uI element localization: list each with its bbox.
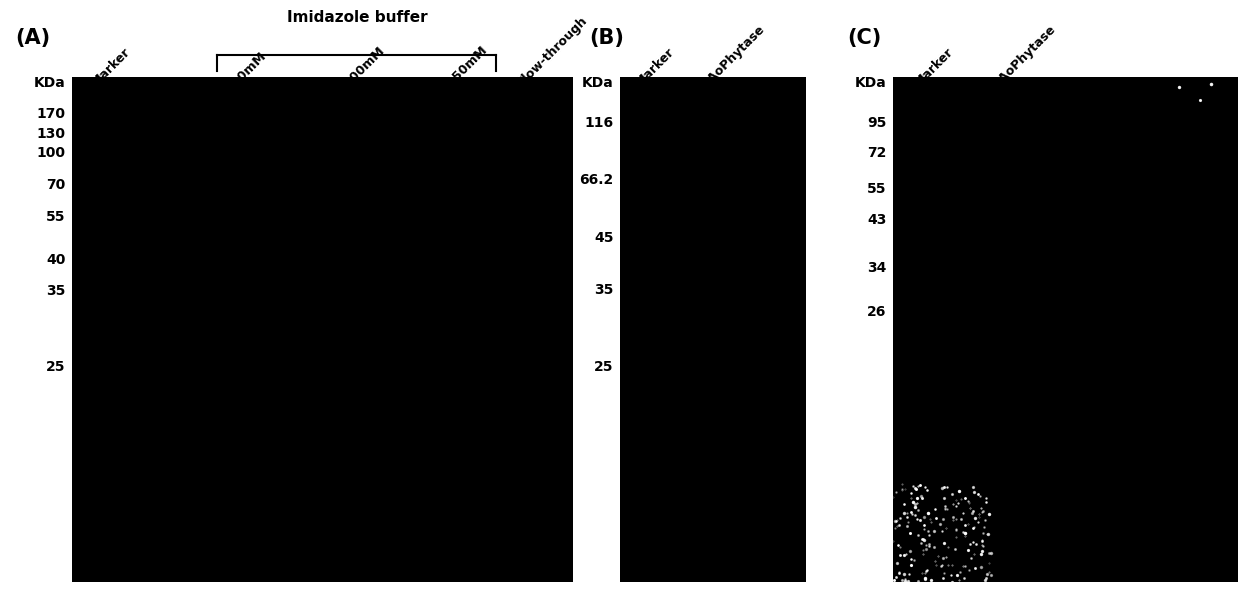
Text: (A): (A) <box>15 28 50 47</box>
Text: KDa: KDa <box>582 76 614 90</box>
Text: 43: 43 <box>867 213 887 227</box>
Text: 25: 25 <box>46 360 66 373</box>
Text: 95: 95 <box>867 116 887 130</box>
Text: (C): (C) <box>847 28 882 47</box>
Text: 35: 35 <box>46 284 66 298</box>
Text: 40: 40 <box>46 253 66 267</box>
Text: Flow-through: Flow-through <box>515 14 590 89</box>
Bar <box>72 77 573 582</box>
Text: 26: 26 <box>867 306 887 319</box>
Text: 130: 130 <box>37 127 66 140</box>
Text: rAoPhytase: rAoPhytase <box>701 23 766 89</box>
Text: rAoPhytase: rAoPhytase <box>992 23 1058 89</box>
Text: Marker: Marker <box>632 45 677 89</box>
Text: Marker: Marker <box>911 45 956 89</box>
Text: 250mM: 250mM <box>444 44 490 89</box>
Text: 55: 55 <box>867 182 887 196</box>
Text: 45: 45 <box>594 232 614 245</box>
Text: Marker: Marker <box>89 45 134 89</box>
Text: Imidazole buffer: Imidazole buffer <box>286 10 428 25</box>
Text: 66.2: 66.2 <box>579 174 614 187</box>
Text: 100: 100 <box>37 146 66 160</box>
Bar <box>893 77 1238 582</box>
Text: 70: 70 <box>46 178 66 192</box>
Text: 72: 72 <box>867 146 887 160</box>
Text: 34: 34 <box>867 261 887 275</box>
Text: (B): (B) <box>589 28 624 47</box>
Text: 116: 116 <box>585 116 614 130</box>
Text: 55: 55 <box>46 210 66 224</box>
Text: 35: 35 <box>594 283 614 296</box>
Bar <box>620 77 806 582</box>
Text: 170: 170 <box>37 107 66 121</box>
Text: 100mM: 100mM <box>341 44 387 89</box>
Text: KDa: KDa <box>33 76 66 90</box>
Text: 20mM: 20mM <box>229 50 269 89</box>
Text: 25: 25 <box>594 360 614 373</box>
Text: KDa: KDa <box>854 76 887 90</box>
